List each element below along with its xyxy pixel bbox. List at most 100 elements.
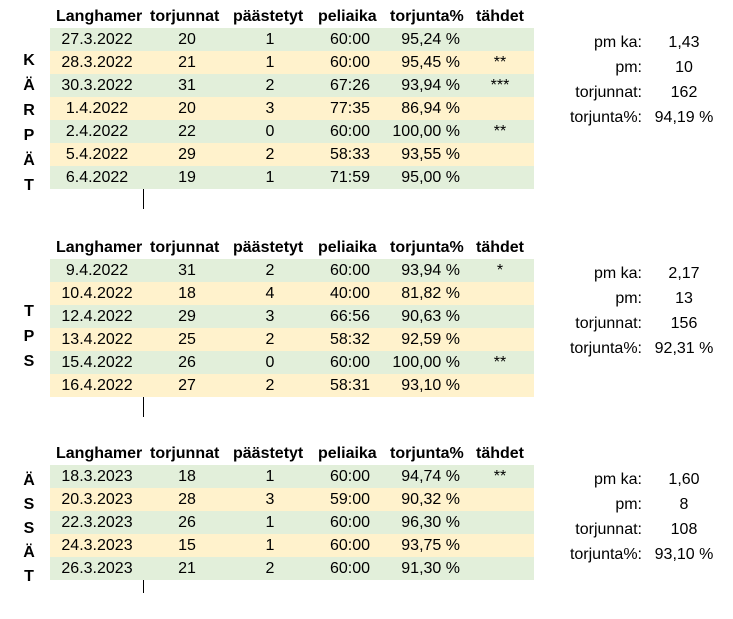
stat-value: 8	[679, 495, 689, 513]
peliaika-cell: 60:00	[329, 30, 371, 48]
table-row: 9.4.2022 31 2 60:00 93,94 % *	[50, 259, 534, 282]
table-row: 20.3.2023 28 3 59:00 90,32 %	[50, 488, 534, 511]
torjunnat-cell: 31	[178, 76, 196, 94]
team-letter: T	[24, 302, 34, 320]
stat-value: 92,31 %	[654, 339, 714, 357]
table-row: 13.4.2022 25 2 58:32 92,59 %	[50, 328, 534, 351]
peliaika-cell: 60:00	[329, 467, 371, 485]
stats-panel: pm ka: 1,60 pm: 8 torjunnat: 108 torjunta%:…	[560, 467, 730, 567]
stat-pm: pm: 8	[560, 492, 730, 517]
table-header: Langhamer torjunnat päästetyt peliaika t…	[0, 237, 540, 259]
stat-label: torjunnat:	[575, 83, 642, 101]
header-torjunnat: torjunnat	[150, 445, 220, 462]
stat-torjunta: torjunta%: 94,19 %	[560, 105, 730, 130]
stat-value: 2,17	[668, 264, 700, 282]
paastetyt-cell: 0	[265, 353, 275, 371]
peliaika-cell: 59:00	[329, 490, 371, 508]
team-letter: S	[23, 520, 35, 537]
tahdet-cell: *	[496, 261, 504, 279]
torjunta-cell: 100,00 %	[392, 353, 460, 371]
date-cell: 10.4.2022	[61, 284, 133, 302]
team-letter: S	[23, 496, 35, 513]
torjunnat-cell: 18	[178, 284, 196, 302]
torjunta-cell: 93,10 %	[401, 376, 460, 394]
torjunta-cell: 96,30 %	[401, 513, 460, 531]
torjunnat-cell: 29	[178, 307, 196, 325]
section-tps: Langhamer torjunnat päästetyt peliaika t…	[0, 237, 733, 417]
stat-label: pm ka:	[593, 33, 642, 51]
table-row: 10.4.2022 18 4 40:00 81,82 %	[50, 282, 534, 305]
stat-label: pm:	[615, 495, 642, 513]
table-row: 30.3.2022 31 2 67:26 93,94 % ***	[50, 74, 534, 97]
peliaika-cell: 60:00	[329, 513, 371, 531]
team-letter: K	[23, 51, 35, 69]
torjunta-cell: 94,74 %	[401, 467, 460, 485]
stat-label: torjunta%:	[569, 339, 642, 357]
table-rows: 27.3.2022 20 1 60:00 95,24 % 28.3.2022 21 1 60:…	[50, 28, 534, 189]
paastetyt-cell: 3	[265, 307, 275, 325]
team-letter: P	[23, 327, 35, 345]
peliaika-cell: 60:00	[329, 122, 371, 140]
header-tahdet: tähdet	[476, 239, 524, 256]
team-letter: Ä	[23, 151, 35, 169]
torjunta-cell: 90,63 %	[401, 307, 460, 325]
paastetyt-cell: 2	[265, 559, 275, 577]
paastetyt-cell: 2	[265, 261, 275, 279]
stat-torjunta: torjunta%: 92,31 %	[560, 336, 730, 361]
paastetyt-cell: 1	[265, 513, 275, 531]
paastetyt-cell: 2	[265, 145, 275, 163]
stat-torjunnat: torjunnat: 108	[560, 517, 730, 542]
header-torjunnat: torjunnat	[150, 8, 220, 25]
header-torjunta: torjunta%	[390, 239, 464, 256]
table-row: 24.3.2023 15 1 60:00 93,75 %	[50, 534, 534, 557]
tahdet-cell: **	[493, 122, 507, 140]
torjunnat-cell: 25	[178, 330, 196, 348]
peliaika-cell: 58:31	[329, 376, 371, 394]
torjunta-cell: 93,94 %	[401, 76, 460, 94]
tahdet-cell: **	[493, 467, 507, 485]
header-peliaika: peliaika	[318, 445, 377, 462]
header-peliaika: peliaika	[318, 239, 377, 256]
stat-label: pm:	[615, 289, 642, 307]
table-rows: 18.3.2023 18 1 60:00 94,74 % ** 20.3.2023 28 3 5…	[50, 465, 534, 580]
stat-torjunnat: torjunnat: 162	[560, 80, 730, 105]
date-cell: 6.4.2022	[65, 168, 129, 186]
team-letter: P	[23, 126, 35, 144]
paastetyt-cell: 1	[265, 536, 275, 554]
date-cell: 18.3.2023	[61, 467, 133, 485]
header-tahdet: tähdet	[476, 8, 524, 25]
header-torjunta: torjunta%	[390, 445, 464, 462]
torjunta-cell: 92,59 %	[401, 330, 460, 348]
team-letter: T	[24, 176, 34, 194]
torjunta-cell: 93,94 %	[401, 261, 460, 279]
date-cell: 22.3.2023	[61, 513, 133, 531]
torjunnat-cell: 21	[178, 53, 196, 71]
stat-pm: pm: 10	[560, 55, 730, 80]
stat-label: torjunta%:	[569, 545, 642, 563]
header-paastetyt: päästetyt	[233, 8, 304, 25]
date-cell: 26.3.2023	[61, 559, 133, 577]
stat-value: 156	[670, 314, 698, 332]
peliaika-cell: 71:59	[329, 168, 371, 186]
torjunnat-cell: 29	[178, 145, 196, 163]
torjunnat-cell: 28	[178, 490, 196, 508]
stat-label: torjunnat:	[575, 520, 642, 538]
date-cell: 28.3.2022	[61, 53, 133, 71]
table-row: 27.3.2022 20 1 60:00 95,24 %	[50, 28, 534, 51]
torjunnat-cell: 21	[178, 559, 196, 577]
header-langhamer: Langhamer	[56, 239, 143, 256]
torjunta-cell: 81,82 %	[401, 284, 460, 302]
stats-panel: pm ka: 2,17 pm: 13 torjunnat: 156 torjunta%…	[560, 261, 730, 361]
date-cell: 27.3.2022	[61, 30, 133, 48]
date-cell: 15.4.2022	[61, 353, 133, 371]
peliaika-cell: 40:00	[329, 284, 371, 302]
stat-label: pm:	[615, 58, 642, 76]
header-torjunta: torjunta%	[390, 8, 464, 25]
stat-value: 1,43	[668, 33, 700, 51]
team-letter: Ä	[23, 544, 35, 561]
date-cell: 1.4.2022	[65, 99, 129, 117]
paastetyt-cell: 1	[265, 53, 275, 71]
date-cell: 20.3.2023	[61, 490, 133, 508]
stat-value: 162	[670, 83, 698, 101]
